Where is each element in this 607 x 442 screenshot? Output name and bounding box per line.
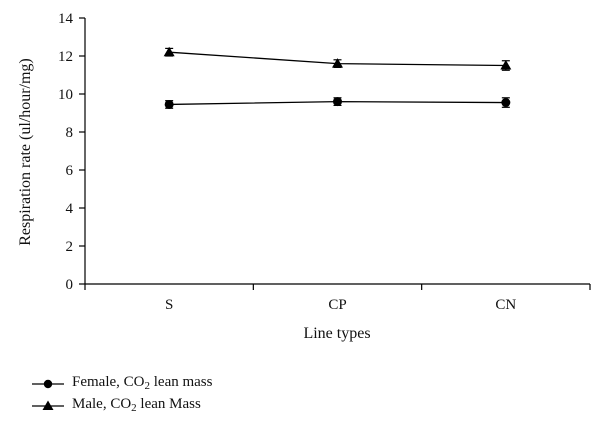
x-tick-label: S — [165, 297, 173, 313]
y-tick-label: 0 — [66, 277, 74, 293]
data-point-triangle — [332, 58, 343, 68]
legend-label-female: Female, CO2 lean mass — [72, 374, 213, 392]
data-point-circle — [333, 97, 342, 107]
y-tick-label: 12 — [58, 49, 73, 65]
legend-marker-triangle — [32, 400, 64, 410]
y-tick-label: 14 — [58, 11, 74, 27]
x-axis-title: Line types — [303, 325, 370, 342]
legend-label-male: Male, CO2 lean Mass — [72, 396, 201, 414]
y-tick-label: 6 — [66, 163, 74, 179]
y-axis-title: Respiration rate (ul/hour/mg) — [17, 58, 34, 246]
y-tick-label: 4 — [66, 201, 74, 217]
x-ticks: S CP CN — [84, 284, 591, 313]
legend-item-female: Female, CO2 lean mass — [30, 373, 212, 395]
data-point-circle — [501, 98, 511, 108]
series-female — [164, 97, 511, 109]
data-point-circle — [164, 99, 174, 109]
y-tick-label: 8 — [66, 125, 74, 141]
y-tick-label: 10 — [58, 87, 73, 103]
chart-axes — [84, 18, 590, 285]
series-male — [163, 46, 512, 71]
data-point-triangle — [163, 46, 175, 57]
x-tick-label: CN — [495, 297, 516, 313]
chart-legend: Female, CO2 lean mass Male, CO2 lean Mas… — [30, 373, 212, 417]
data-point-triangle — [500, 60, 512, 70]
series-layer — [163, 46, 512, 109]
legend-item-male: Male, CO2 lean Mass — [30, 395, 212, 417]
legend-marker-circle — [32, 379, 64, 389]
y-tick-label: 2 — [66, 239, 74, 255]
x-tick-label: CP — [328, 297, 346, 313]
line-chart: 0 2 4 6 8 10 12 14 S CP CN Respiration rate (ul/h… — [17, 11, 591, 342]
y-ticks: 0 2 4 6 8 10 12 14 — [58, 11, 85, 293]
